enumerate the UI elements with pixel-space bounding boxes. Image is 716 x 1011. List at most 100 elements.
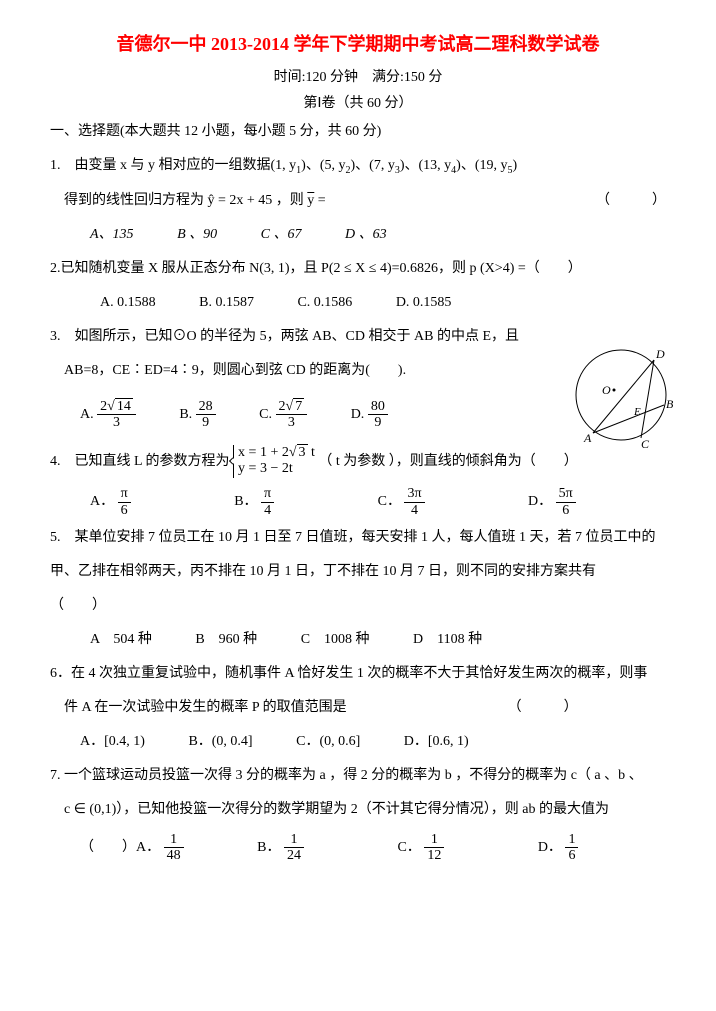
q4-row1: x = 1 + 2√3 t — [238, 445, 315, 462]
volume-label: 第Ⅰ卷（共 60 分） — [50, 92, 666, 112]
question-7-line2: c ∈ (0,1)），已知他投篮一次得分的数学期望为 2（不计其它得分情况），则… — [64, 796, 666, 824]
question-6-line1: 6．在 4 次独立重复试验中，随机事件 A 恰好发生 1 次的概率不大于其恰好发… — [50, 660, 666, 688]
q2-opt-a: A. 0.1588 — [100, 289, 156, 317]
exam-timing: 时间:120 分钟 满分:150 分 — [50, 66, 666, 86]
q4-pre: 4. 已知直线 L 的参数方程为 — [50, 454, 233, 469]
q4-label-b: B． — [234, 494, 257, 509]
q7-label-d: D． — [538, 840, 562, 855]
q4-label-d: D． — [528, 494, 552, 509]
fig-label-d: D — [655, 347, 665, 361]
q7-b-num: 1 — [284, 832, 304, 848]
q3-opt-b: B. 289 — [179, 399, 215, 431]
fig-label-b: B — [666, 397, 674, 411]
q4-opt-c: C． 3π4 — [378, 486, 425, 518]
q4-c-num: 3π — [404, 486, 424, 502]
q3-c-den: 3 — [276, 415, 308, 430]
q4-c-den: 4 — [404, 503, 424, 518]
q3-label-d: D. — [351, 407, 365, 422]
q1-blank: （ ） — [596, 187, 666, 215]
q1-options: A、135 B 、90 C 、67 D 、63 — [90, 221, 666, 249]
question-5-line1: 5. 某单位安排 7 位员工在 10 月 1 日至 7 日值班，每天安排 1 人… — [50, 524, 666, 552]
q3-b-den: 9 — [196, 415, 216, 430]
q7-label-b: B． — [257, 840, 280, 855]
q2-opt-c: C. 0.1586 — [297, 289, 352, 317]
q2-options: A. 0.1588 B. 0.1587 C. 0.1586 D. 0.1585 — [100, 289, 666, 317]
q1-stem2-c: = — [314, 193, 325, 208]
q7-c-den: 12 — [424, 848, 444, 863]
q1-opt-a: A、135 — [90, 221, 134, 249]
q3-opt-a: A. 2√143 — [80, 399, 136, 431]
q4-label-a: A． — [90, 494, 114, 509]
q7-a-den: 48 — [164, 848, 184, 863]
fig-label-o: O — [602, 383, 611, 397]
q1-stem2-a: 得到的线性回归方程为 ŷ = 2x + 45 ，则 — [64, 193, 307, 208]
q5-opt-b: B 960 种 — [195, 626, 257, 654]
q6-opt-b: B．(0, 0.4] — [188, 728, 252, 756]
q4-opt-b: B． π4 — [234, 486, 274, 518]
q4-post: （ t 为参数 ），则直线的倾斜角为（ ） — [318, 454, 577, 469]
q6-opt-d: D．[0.6, 1) — [404, 728, 469, 756]
q1-line2: 得到的线性回归方程为 ŷ = 2x + 45 ，则 y = （ ） — [50, 187, 666, 215]
q6-opt-a: A．[0.4, 1) — [80, 728, 145, 756]
q3-opt-d: D. 809 — [351, 399, 388, 431]
fig-label-c: C — [641, 437, 650, 450]
q1-stem-e: )、(19, y — [456, 158, 507, 173]
q7-opt-c: C． 112 — [397, 832, 444, 864]
q1-stem-b: )、(5, y — [301, 158, 345, 173]
q4-b-num: π — [261, 486, 274, 502]
q3-d-num: 80 — [368, 399, 388, 415]
question-2: 2.已知随机变量 X 服从正态分布 N(3, 1)，且 P(2 ≤ X ≤ 4)… — [50, 255, 666, 283]
q7-opt-b: B． 124 — [257, 832, 304, 864]
q5-opt-a: A 504 种 — [90, 626, 152, 654]
q3-b-num: 28 — [196, 399, 216, 415]
q5-options: A 504 种 B 960 种 C 1008 种 D 1108 种 — [90, 626, 666, 654]
question-6-line2: 件 A 在一次试验中发生的概率 P 的取值范围是 （ ） — [64, 694, 666, 722]
q7-paren: （ ）A． — [80, 840, 160, 855]
q4-options: A． π6 B． π4 C． 3π4 D． 5π6 — [90, 486, 666, 518]
q6-options: A．[0.4, 1) B．(0, 0.4] C．(0, 0.6] D．[0.6,… — [80, 728, 666, 756]
q7-c-num: 1 — [424, 832, 444, 848]
q3-label-a: A. — [80, 407, 94, 422]
q1-stem-f: ) — [512, 158, 517, 173]
q2-opt-d: D. 0.1585 — [396, 289, 452, 317]
q4-d-den: 6 — [556, 503, 576, 518]
q4-label-c: C． — [378, 494, 401, 509]
q1-opt-c: C 、67 — [261, 221, 302, 249]
q3-opt-c: C. 2√73 — [259, 399, 307, 431]
q7-options: （ ）A． 148 B． 124 C． 112 D． 16 — [80, 832, 666, 864]
q4-brace: x = 1 + 2√3 t y = 3 − 2t — [233, 445, 315, 479]
q7-d-num: 1 — [565, 832, 578, 848]
q3-a-den: 3 — [97, 415, 136, 430]
q7-opt-d: D． 16 — [538, 832, 579, 864]
q4-b-den: 4 — [261, 503, 274, 518]
fig-label-a: A — [583, 431, 592, 445]
q3-d-den: 9 — [368, 415, 388, 430]
q1-stem-c: )、(7, y — [351, 158, 395, 173]
question-7-line1: 7. 一个篮球运动员投篮一次得 3 分的概率为 a ，得 2 分的概率为 b ，… — [50, 762, 666, 790]
q4-opt-a: A． π6 — [90, 486, 131, 518]
q4-row2: y = 3 − 2t — [238, 461, 315, 478]
section-1-heading: 一、选择题(本大题共 12 小题，每小题 5 分，共 60 分) — [50, 118, 666, 146]
q1-opt-b: B 、90 — [177, 221, 217, 249]
question-5-line2: 甲、乙排在相邻两天，丙不排在 10 月 1 日，丁不排在 10 月 7 日，则不… — [50, 558, 666, 586]
q5-opt-c: C 1008 种 — [301, 626, 370, 654]
q4-a-num: π — [118, 486, 131, 502]
q7-a-num: 1 — [164, 832, 184, 848]
q3-label-b: B. — [179, 407, 192, 422]
q5-opt-d: D 1108 种 — [413, 626, 482, 654]
q1-opt-d: D 、63 — [345, 221, 387, 249]
q2-opt-b: B. 0.1587 — [199, 289, 254, 317]
q7-b-den: 24 — [284, 848, 304, 863]
q7-label-c: C． — [397, 840, 420, 855]
q1-stem-a: 1. 由变量 x 与 y 相对应的一组数据(1, y — [50, 158, 296, 173]
q4-opt-d: D． 5π6 — [528, 486, 576, 518]
question-5-line3: （ ） — [50, 592, 666, 620]
q4-d-num: 5π — [556, 486, 576, 502]
q6-opt-c: C．(0, 0.6] — [296, 728, 360, 756]
q7-d-den: 6 — [565, 848, 578, 863]
q1-stem-d: )、(13, y — [400, 158, 451, 173]
circle-diagram: O A B C D E — [566, 340, 676, 450]
question-1: 1. 由变量 x 与 y 相对应的一组数据(1, y1)、(5, y2)、(7,… — [50, 152, 666, 181]
q4-a-den: 6 — [118, 503, 131, 518]
fig-label-e: E — [633, 406, 641, 418]
